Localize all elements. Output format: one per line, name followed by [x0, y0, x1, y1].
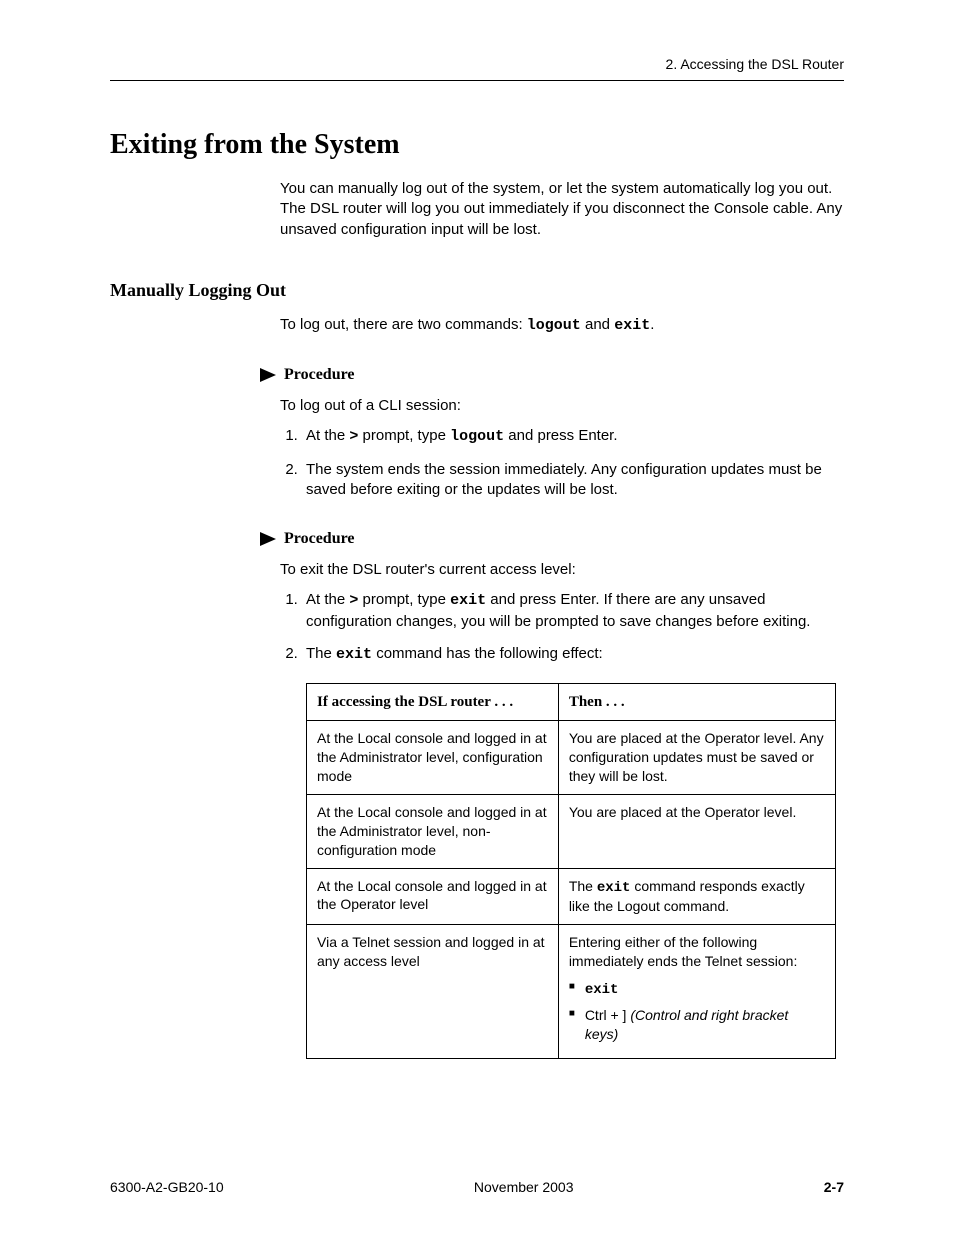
table-cell: At the Local console and logged in at th…	[307, 721, 559, 795]
code-logout: logout	[527, 317, 581, 334]
table-cell: The exit command responds exactly like t…	[558, 868, 835, 925]
page-number: 2-7	[824, 1179, 844, 1195]
triangle-right-icon	[260, 368, 276, 382]
table-cell: You are placed at the Operator level.	[558, 794, 835, 868]
text: and press Enter.	[504, 427, 617, 444]
subsection-title: Manually Logging Out	[110, 280, 844, 301]
text: Ctrl + ]	[585, 1007, 631, 1023]
table-row: Via a Telnet session and logged in at an…	[307, 925, 836, 1058]
code-exit: exit	[336, 646, 372, 663]
procedure2-body: To exit the DSL router's current access …	[280, 560, 844, 1059]
code-exit: exit	[597, 880, 631, 896]
list-item: The exit command has the following effec…	[302, 644, 844, 1059]
text: Entering either of the following immedia…	[569, 933, 825, 971]
running-header: 2. Accessing the DSL Router	[110, 56, 844, 72]
text: and	[581, 316, 614, 333]
list-item: Ctrl + ] (Control and right bracket keys…	[569, 1006, 825, 1044]
footer-center: November 2003	[474, 1179, 574, 1195]
footer-left: 6300-A2-GB20-10	[110, 1179, 224, 1195]
procedure-heading: Procedure	[260, 530, 844, 548]
text: The	[306, 645, 336, 662]
text: To log out, there are two commands:	[280, 316, 527, 333]
procedure-heading: Procedure	[260, 366, 844, 384]
procedure-label: Procedure	[284, 530, 355, 548]
list-item: At the > prompt, type logout and press E…	[302, 426, 844, 447]
subsection-intro: To log out, there are two commands: logo…	[280, 315, 844, 336]
page: 2. Accessing the DSL Router Exiting from…	[0, 0, 954, 1235]
text: At the	[306, 427, 349, 444]
exit-effect-table: If accessing the DSL router . . . Then .…	[306, 683, 836, 1059]
text: The	[569, 878, 597, 894]
table-row: At the Local console and logged in at th…	[307, 868, 836, 925]
procedure2-steps: At the > prompt, type exit and press Ent…	[280, 590, 844, 1059]
text: prompt, type	[358, 427, 450, 444]
procedure1-body: To log out of a CLI session: At the > pr…	[280, 396, 844, 500]
list-item: exit	[569, 979, 825, 1000]
table-row: At the Local console and logged in at th…	[307, 721, 836, 795]
text: command has the following effect:	[372, 645, 603, 662]
table-cell: Via a Telnet session and logged in at an…	[307, 925, 559, 1058]
header-rule	[110, 80, 844, 81]
text: At the	[306, 591, 349, 608]
code-exit: exit	[585, 982, 619, 998]
table-header: If accessing the DSL router . . .	[307, 684, 559, 721]
table-cell: At the Local console and logged in at th…	[307, 794, 559, 868]
list-item: The system ends the session immediately.…	[302, 460, 844, 501]
code-exit: exit	[450, 592, 486, 609]
table-header: Then . . .	[558, 684, 835, 721]
procedure2-intro: To exit the DSL router's current access …	[280, 560, 844, 580]
table-header-row: If accessing the DSL router . . . Then .…	[307, 684, 836, 721]
intro-paragraph: You can manually log out of the system, …	[280, 179, 844, 240]
text: .	[650, 316, 654, 333]
text: prompt, type	[358, 591, 450, 608]
code-logout: logout	[450, 428, 504, 445]
procedure1-intro: To log out of a CLI session:	[280, 396, 844, 416]
list-item: At the > prompt, type exit and press Ent…	[302, 590, 844, 632]
bullet-list: exit Ctrl + ] (Control and right bracket…	[569, 979, 825, 1044]
procedure-label: Procedure	[284, 366, 355, 384]
table-cell: You are placed at the Operator level. An…	[558, 721, 835, 795]
table-cell: At the Local console and logged in at th…	[307, 868, 559, 925]
table-row: At the Local console and logged in at th…	[307, 794, 836, 868]
table-cell: Entering either of the following immedia…	[558, 925, 835, 1058]
triangle-right-icon	[260, 532, 276, 546]
page-footer: 6300-A2-GB20-10 November 2003 2-7	[110, 1179, 844, 1195]
code-exit: exit	[614, 317, 650, 334]
procedure1-steps: At the > prompt, type logout and press E…	[280, 426, 844, 500]
page-title: Exiting from the System	[110, 129, 844, 161]
